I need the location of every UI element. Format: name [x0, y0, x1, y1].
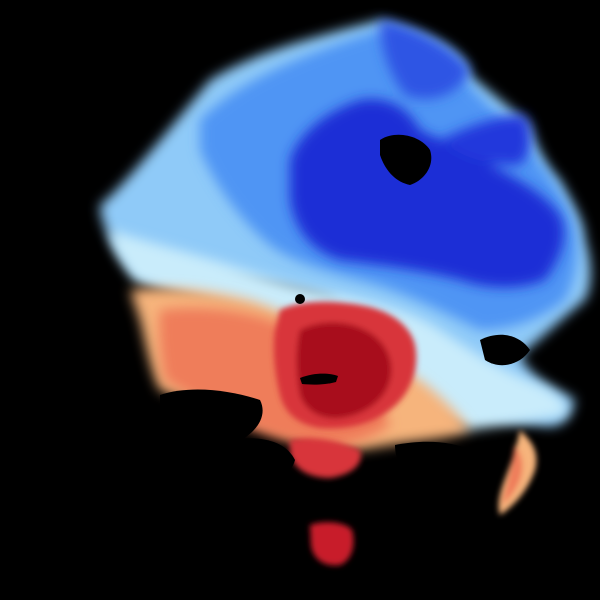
radar-site-marker — [295, 294, 305, 304]
deep-blue-upper-band — [380, 20, 470, 99]
echo-voids — [160, 134, 530, 487]
radial-gap — [300, 373, 338, 385]
east-void — [480, 334, 530, 366]
south-void — [221, 438, 295, 487]
red-isolated-cell — [310, 522, 354, 566]
southwest-void — [160, 389, 263, 451]
dark-red-core — [296, 322, 392, 419]
deep-blue-east-band — [440, 115, 531, 165]
southeast-void — [395, 441, 470, 479]
deep-blue-echo — [290, 99, 565, 288]
red-southern-extension — [290, 438, 361, 478]
east-warm-strip-core — [502, 445, 523, 505]
northeast-void — [380, 134, 432, 185]
